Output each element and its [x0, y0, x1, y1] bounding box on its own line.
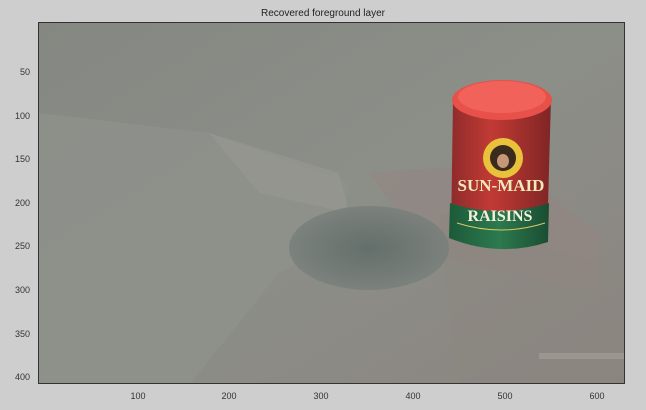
- x-tick-label: 200: [221, 391, 237, 401]
- y-tick-label: 200: [14, 198, 30, 208]
- image-axes: SUN-MAID RAISINS: [38, 22, 625, 384]
- x-tick-label: 400: [405, 391, 421, 401]
- can-product-text: RAISINS: [468, 208, 533, 225]
- y-tick-label: 400: [14, 372, 30, 382]
- raisin-can: SUN-MAID RAISINS: [449, 80, 552, 250]
- y-tick-label: 50: [19, 67, 30, 77]
- x-tick-label: 500: [497, 391, 513, 401]
- x-tick-label: 100: [130, 391, 146, 401]
- y-tick-label: 300: [14, 285, 30, 295]
- x-tick-label: 600: [589, 391, 605, 401]
- y-tick-label: 150: [14, 154, 30, 164]
- figure-title: Recovered foreground layer: [261, 8, 385, 19]
- can-brand-text: SUN-MAID: [458, 176, 545, 195]
- y-tick-label: 100: [14, 111, 30, 121]
- y-tick-label: 250: [14, 241, 30, 251]
- x-tick-label: 300: [313, 391, 329, 401]
- y-tick-label: 350: [14, 329, 30, 339]
- foreground-image: SUN-MAID RAISINS: [39, 23, 624, 383]
